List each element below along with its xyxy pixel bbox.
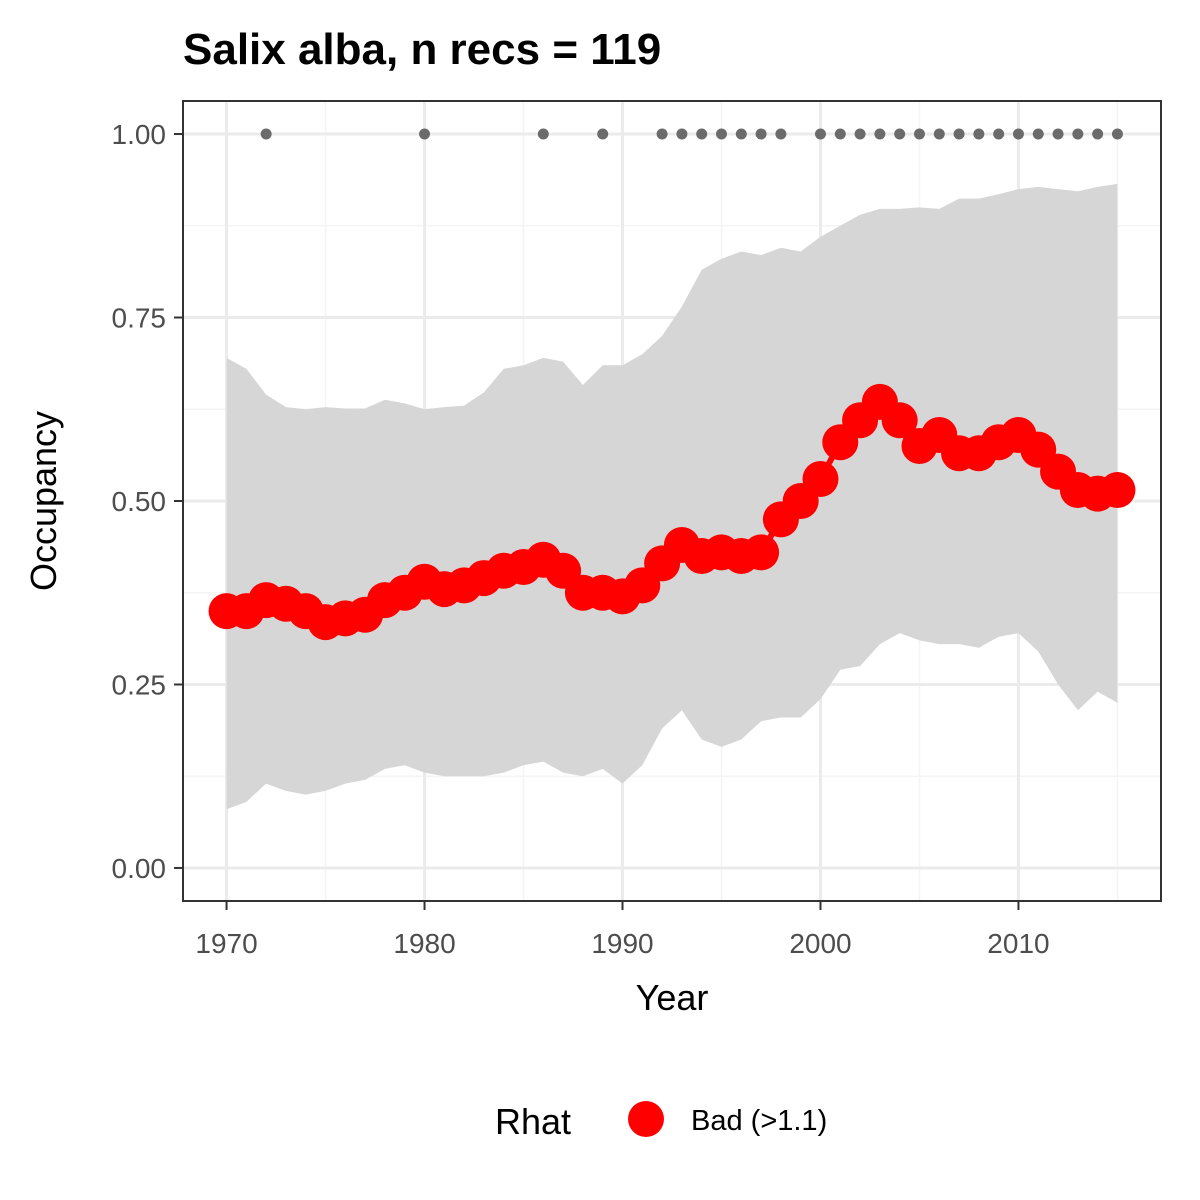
y-tick-label: 0.75 — [112, 303, 167, 334]
record-point — [894, 128, 906, 140]
record-point — [834, 128, 846, 140]
legend-title: Rhat — [495, 1101, 571, 1142]
record-point — [260, 128, 272, 140]
y-tick-label: 0.25 — [112, 669, 167, 700]
y-axis: 0.00 0.25 0.50 0.75 1.00 — [112, 119, 183, 884]
mean-point — [802, 460, 839, 497]
y-tick-label: 0.00 — [112, 853, 167, 884]
record-point — [874, 128, 886, 140]
x-axis-title: Year — [636, 977, 709, 1018]
chart-title: Salix alba, n recs = 119 — [183, 25, 661, 74]
record-point — [814, 128, 826, 140]
record-point — [1111, 128, 1123, 140]
x-axis: 1970 1980 1990 2000 2010 — [195, 901, 1050, 959]
record-point — [1032, 128, 1044, 140]
record-point — [715, 128, 727, 140]
record-points — [260, 128, 1123, 140]
record-point — [913, 128, 925, 140]
y-axis-title: Occupancy — [23, 411, 64, 591]
credible-interval-ribbon — [226, 183, 1118, 810]
record-point — [1072, 128, 1084, 140]
mean-points — [208, 383, 1136, 641]
x-tick-label: 1990 — [591, 928, 653, 959]
y-tick-label: 0.50 — [112, 486, 167, 517]
record-point — [1052, 128, 1064, 140]
record-point — [953, 128, 965, 140]
record-point — [1092, 128, 1104, 140]
record-point — [597, 128, 609, 140]
record-point — [993, 128, 1005, 140]
mean-point — [881, 402, 918, 439]
legend-label-bad: Bad (>1.1) — [691, 1105, 827, 1137]
x-tick-label: 2010 — [987, 928, 1049, 959]
record-point — [755, 128, 767, 140]
x-tick-label: 1980 — [393, 928, 455, 959]
record-point — [933, 128, 945, 140]
record-point — [854, 128, 866, 140]
record-point — [419, 128, 431, 140]
y-tick-label: 1.00 — [112, 119, 167, 150]
legend: Rhat Bad (>1.1) — [495, 1101, 827, 1142]
record-point — [656, 128, 668, 140]
mean-point — [743, 534, 780, 571]
record-point — [676, 128, 688, 140]
legend-key-bad — [628, 1101, 664, 1137]
record-point — [973, 128, 985, 140]
record-point — [775, 128, 787, 140]
record-point — [1012, 128, 1024, 140]
x-tick-label: 1970 — [195, 928, 257, 959]
record-point — [537, 128, 549, 140]
x-tick-label: 2000 — [789, 928, 851, 959]
record-point — [696, 128, 708, 140]
mean-point — [1099, 471, 1136, 508]
record-point — [735, 128, 747, 140]
